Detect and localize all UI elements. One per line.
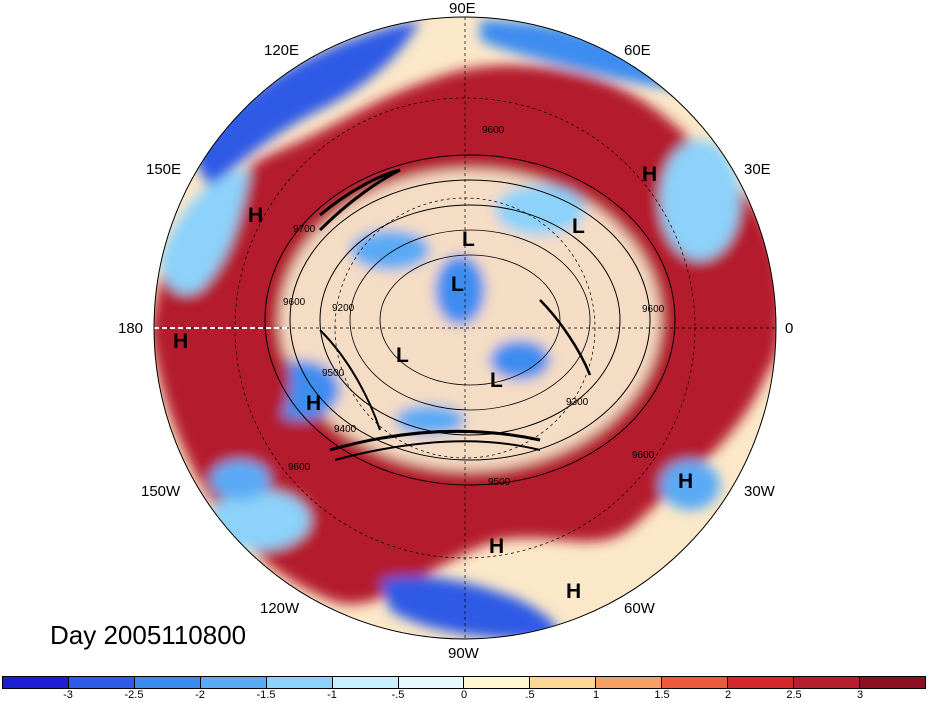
low-pressure-marker: L (462, 228, 475, 251)
contour-label: 9600 (632, 450, 655, 461)
colorbar-tick-label: 1.5 (654, 689, 670, 701)
high-pressure-marker: H (489, 535, 504, 558)
colorbar-tick-label: 0 (460, 689, 468, 701)
longitude-label: 0 (785, 320, 794, 337)
colorbar-tick-label: -2.5 (124, 689, 144, 701)
low-pressure-marker: L (396, 344, 409, 367)
colorbar-swatch (398, 677, 465, 688)
colorbar-tick-label: -3 (63, 689, 73, 701)
longitude-label: 150W (141, 483, 181, 500)
colorbar-tick-label: -2 (195, 689, 205, 701)
high-pressure-marker: H (678, 470, 693, 493)
colorbar-tick-label: 3 (856, 689, 864, 701)
colorbar-swatch (794, 677, 860, 688)
colorbar-swatch (728, 677, 795, 688)
colorbar-swatch (464, 677, 531, 688)
longitude-label: 180 (118, 320, 144, 337)
contour-label: 9600 (482, 125, 505, 136)
colorbar-swatch (332, 677, 399, 688)
contour-label: 9600 (283, 297, 306, 308)
longitude-label: 30W (744, 483, 775, 500)
longitude-label: 120E (264, 42, 300, 59)
map-boundary (153, 16, 777, 640)
colorbar-tick-label: -1.5 (256, 689, 276, 701)
colorbar-swatch (596, 677, 663, 688)
longitude-label: 90W (448, 645, 479, 662)
colorbar-tick-label: -.5 (391, 689, 405, 701)
low-pressure-marker: L (451, 273, 464, 296)
contour-label: 9400 (334, 424, 357, 435)
longitude-label: 120W (260, 600, 300, 617)
high-pressure-marker: H (306, 392, 321, 415)
colorbar-swatch (662, 677, 729, 688)
colorbar (2, 676, 926, 689)
colorbar-swatch (134, 677, 201, 688)
colorbar-tick-label: 1 (592, 689, 600, 701)
colorbar-swatch (266, 677, 333, 688)
map-title: Day 2005110800 (50, 620, 247, 650)
longitude-label: 60E (624, 42, 651, 59)
contour-label: 9200 (332, 303, 355, 314)
contour-label: 9600 (642, 304, 665, 315)
low-pressure-marker: L (572, 215, 585, 238)
high-pressure-marker: H (642, 163, 657, 186)
colorbar-swatch (530, 677, 597, 688)
contour-label: 9500 (322, 368, 345, 379)
colorbar-swatch (859, 677, 925, 688)
height-contours (264, 154, 676, 486)
contour-label: 9300 (566, 397, 589, 408)
high-pressure-marker: H (173, 330, 188, 353)
longitude-label: 150E (146, 161, 182, 178)
colorbar-tick-label: 2.5 (786, 689, 802, 701)
contour-label: 9700 (293, 224, 316, 235)
high-pressure-marker: H (566, 580, 581, 603)
colorbar-swatch (200, 677, 267, 688)
high-pressure-marker: H (248, 204, 263, 227)
colorbar-tick-label: -1 (327, 689, 337, 701)
colorbar-tick-label: .5 (525, 689, 535, 701)
low-pressure-marker: L (490, 369, 503, 392)
longitude-label: 90E (449, 0, 476, 17)
colorbar-tick-label: 2 (724, 689, 732, 701)
colorbar-swatch (3, 677, 69, 688)
contour-label: 9500 (488, 477, 511, 488)
colorbar-swatch (68, 677, 135, 688)
contour-label: 9600 (288, 462, 311, 473)
longitude-label: 30E (744, 161, 771, 178)
longitude-label: 60W (624, 600, 655, 617)
